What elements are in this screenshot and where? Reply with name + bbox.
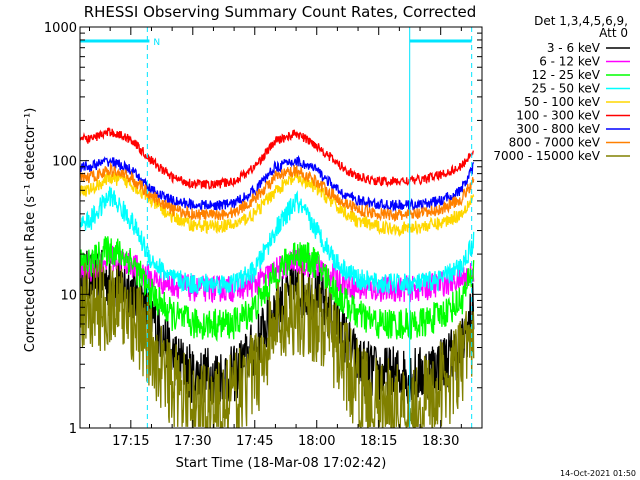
series-line: [80, 127, 474, 190]
x-axis-label: Start Time (18-Mar-08 17:02:42): [176, 456, 387, 471]
legend-entry-label: 6 - 12 keV: [539, 55, 601, 69]
y-tick-label: 1: [69, 422, 77, 437]
plot-frame: [79, 26, 483, 429]
x-tick-label: 17:15: [112, 434, 149, 449]
footer-timestamp: 14-Oct-2021 01:50: [560, 469, 636, 478]
legend-entry-label: 100 - 300 keV: [516, 109, 600, 123]
x-tick-label: 17:30: [174, 434, 211, 449]
legend-entry-label: 7000 - 15000 keV: [493, 149, 600, 163]
legend-entry-label: 300 - 800 keV: [516, 122, 600, 136]
legend-entry-label: 50 - 100 keV: [524, 95, 601, 109]
plot-area: [80, 127, 475, 428]
series-line: [80, 161, 475, 222]
legend-entry-label: 800 - 7000 keV: [509, 136, 601, 150]
series-line: [80, 171, 475, 238]
legend-header: Att 0: [599, 26, 628, 40]
chart-title: RHESSI Observing Summary Count Rates, Co…: [84, 3, 477, 21]
legend-entry-label: 25 - 50 keV: [532, 82, 601, 96]
series-line: [80, 236, 475, 343]
x-tick-label: 18:15: [360, 434, 397, 449]
y-axis: 1 10 100 1000: [44, 21, 482, 437]
y-tick-label: 10: [60, 288, 77, 303]
y-axis-label: Corrected Count Rate (s⁻¹ detector⁻¹): [23, 108, 38, 353]
x-tick-label: 18:30: [422, 434, 459, 449]
legend-header: Det 1,3,4,5,6,9,: [534, 14, 628, 28]
x-tick-label: 18:00: [298, 434, 335, 449]
flag-label: N: [153, 38, 160, 48]
series-line: [80, 259, 475, 428]
x-tick-label: 17:45: [236, 434, 273, 449]
legend-entry-label: 3 - 6 keV: [547, 41, 601, 55]
legend-entry-label: 12 - 25 keV: [532, 68, 601, 82]
series-line: [80, 186, 475, 296]
series-line: [80, 154, 475, 213]
x-axis: 17:15 17:30 17:45 18:00 18:15 18:30: [89, 27, 462, 449]
y-tick-label: 1000: [44, 21, 77, 36]
y-tick-label: 100: [52, 155, 77, 170]
